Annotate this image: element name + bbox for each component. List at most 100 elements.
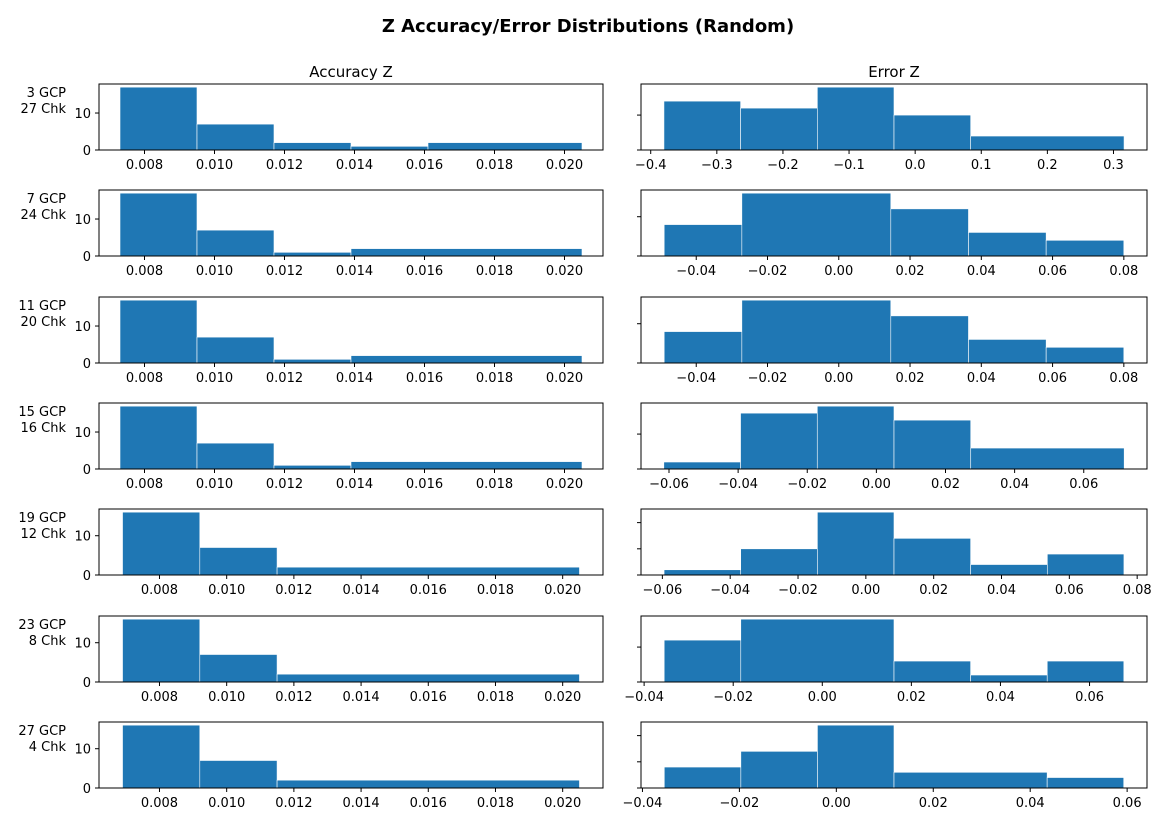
axes-frame-accuracy-6	[98, 615, 604, 683]
x-tick-label-error-4-4: 0.00	[862, 477, 891, 492]
bar-error-4-1	[663, 461, 741, 470]
bar-error-3-2	[741, 299, 892, 364]
axes-frame-error-2	[640, 189, 1148, 257]
bar-accuracy-5-3	[276, 566, 580, 576]
bar-error-6-3	[893, 660, 971, 683]
bar-accuracy-4-1	[119, 405, 198, 470]
axes-frame-accuracy-2	[98, 189, 604, 257]
axes-frame-error-4	[640, 402, 1148, 470]
x-tick-label-accuracy-7-3: 0.012	[275, 796, 312, 811]
y-tick-label-accuracy-1-1: 0	[83, 144, 91, 159]
bar-error-5-2	[740, 548, 818, 576]
y-tick-label-accuracy-6-1: 0	[83, 676, 91, 691]
bar-accuracy-6-1	[122, 618, 201, 683]
axes-frame-error-5	[640, 508, 1148, 576]
x-tick-label-error-5-3: −0.02	[778, 583, 818, 598]
x-tick-label-accuracy-4-5: 0.016	[406, 477, 443, 492]
bar-error-2-2	[741, 192, 892, 257]
row-label-4-line-2: 16 Chk	[20, 421, 66, 436]
x-tick-label-error-7-2: −0.02	[719, 796, 759, 811]
x-tick-label-accuracy-5-3: 0.012	[275, 583, 312, 598]
x-tick-label-error-3-5: 0.04	[967, 371, 996, 386]
x-tick-label-accuracy-7-1: 0.008	[141, 796, 178, 811]
x-tick-label-error-2-5: 0.04	[967, 264, 996, 279]
y-tick-label-accuracy-2-1: 0	[83, 250, 91, 265]
bar-error-1-1	[663, 100, 741, 151]
x-tick-label-accuracy-7-7: 0.020	[544, 796, 581, 811]
x-tick-label-error-6-2: −0.02	[713, 690, 753, 705]
row-label-5-line-1: 19 GCP	[18, 511, 66, 526]
row-label-3-line-1: 11 GCP	[18, 299, 66, 314]
bar-error-2-5	[1045, 239, 1125, 257]
row-label-1-line-1: 3 GCP	[27, 86, 67, 101]
panel-accuracy-1: 0.008 0.010 0.012 0.014 0.016 0.018 0.020 0 10 3 …	[20, 83, 604, 173]
panel-error-7: −0.04 −0.02 0.00 0.02 0.04 0.06	[623, 721, 1148, 811]
x-tick-label-error-6-3: 0.00	[808, 690, 837, 705]
bar-accuracy-2-3	[273, 252, 352, 257]
panel-error-3: −0.04 −0.02 0.00 0.02 0.04 0.06 0.08	[637, 296, 1148, 386]
x-tick-label-error-5-4: 0.00	[851, 583, 880, 598]
bar-accuracy-3-2	[196, 336, 275, 364]
bar-accuracy-7-2	[199, 760, 278, 789]
x-tick-label-error-1-7: 0.2	[1037, 158, 1058, 173]
bar-error-1-2	[740, 107, 818, 151]
bar-error-3-1	[663, 331, 743, 364]
bar-error-6-1	[663, 639, 742, 683]
x-tick-label-error-4-6: 0.04	[1000, 477, 1029, 492]
x-tick-label-error-7-3: 0.00	[822, 796, 851, 811]
panel-accuracy-3: 0.008 0.010 0.012 0.014 0.016 0.018 0.020 0 10 11…	[18, 296, 604, 386]
bar-accuracy-5-2	[199, 547, 278, 576]
x-tick-label-accuracy-1-5: 0.016	[406, 158, 443, 173]
bar-accuracy-6-2	[199, 654, 278, 683]
x-tick-label-accuracy-2-7: 0.020	[546, 264, 583, 279]
x-tick-label-accuracy-2-4: 0.014	[336, 264, 373, 279]
bar-accuracy-4-3	[273, 465, 352, 470]
bar-error-7-4	[893, 771, 1048, 789]
x-tick-label-accuracy-6-6: 0.018	[477, 690, 514, 705]
bar-accuracy-2-1	[119, 192, 198, 257]
bar-error-5-4	[893, 538, 971, 576]
x-tick-label-error-3-1: −0.04	[676, 371, 716, 386]
x-tick-label-error-1-6: 0.1	[971, 158, 992, 173]
x-tick-label-accuracy-4-1: 0.008	[126, 477, 163, 492]
axes-frame-accuracy-5	[98, 508, 604, 576]
bar-accuracy-7-3	[276, 779, 580, 789]
bar-accuracy-7-1	[122, 724, 201, 789]
axes-frame-error-7	[640, 721, 1148, 789]
bar-error-7-2	[740, 751, 818, 789]
x-tick-label-error-5-5: 0.02	[919, 583, 948, 598]
x-tick-label-accuracy-6-2: 0.010	[208, 690, 245, 705]
bar-accuracy-3-4	[350, 355, 583, 364]
bar-error-2-3	[890, 208, 969, 257]
bar-accuracy-4-4	[350, 461, 583, 470]
x-tick-label-error-4-3: −0.02	[787, 477, 827, 492]
x-tick-label-error-2-6: 0.06	[1038, 264, 1067, 279]
axes-frame-error-6	[640, 615, 1148, 683]
x-tick-label-error-1-3: −0.2	[767, 158, 799, 173]
bar-error-1-3	[817, 86, 895, 151]
bar-error-1-5	[970, 135, 1125, 151]
bar-error-4-2	[740, 412, 818, 470]
row-label-2-line-2: 24 Chk	[20, 208, 66, 223]
y-tick-label-accuracy-7-2: 10	[74, 743, 91, 758]
bar-accuracy-3-1	[119, 299, 198, 364]
column-title-accuracy: Accuracy Z	[309, 63, 393, 81]
x-tick-label-error-6-6: 0.06	[1075, 690, 1104, 705]
panel-error-4: −0.06 −0.04 −0.02 0.00 0.02 0.04 0.06	[637, 402, 1148, 492]
bar-accuracy-6-3	[276, 673, 580, 683]
panel-error-5: −0.06 −0.04 −0.02 0.00 0.02 0.04 0.06 0.08	[637, 508, 1152, 598]
axes-frame-error-3	[640, 296, 1148, 364]
bar-error-6-5	[1046, 660, 1125, 683]
x-tick-label-accuracy-4-4: 0.014	[336, 477, 373, 492]
x-tick-label-error-1-2: −0.3	[701, 158, 733, 173]
x-tick-label-error-2-7: 0.08	[1109, 264, 1138, 279]
x-tick-label-accuracy-3-7: 0.020	[546, 371, 583, 386]
x-tick-label-accuracy-1-2: 0.010	[196, 158, 233, 173]
x-tick-label-accuracy-3-3: 0.012	[266, 371, 303, 386]
x-tick-label-accuracy-1-7: 0.020	[546, 158, 583, 173]
y-tick-label-accuracy-2-2: 10	[74, 213, 91, 228]
x-tick-label-error-3-3: 0.00	[824, 371, 853, 386]
x-tick-label-error-2-2: −0.02	[748, 264, 788, 279]
bar-error-2-1	[663, 224, 743, 257]
panel-accuracy-6: 0.008 0.010 0.012 0.014 0.016 0.018 0.020 0 10 23…	[18, 615, 604, 705]
